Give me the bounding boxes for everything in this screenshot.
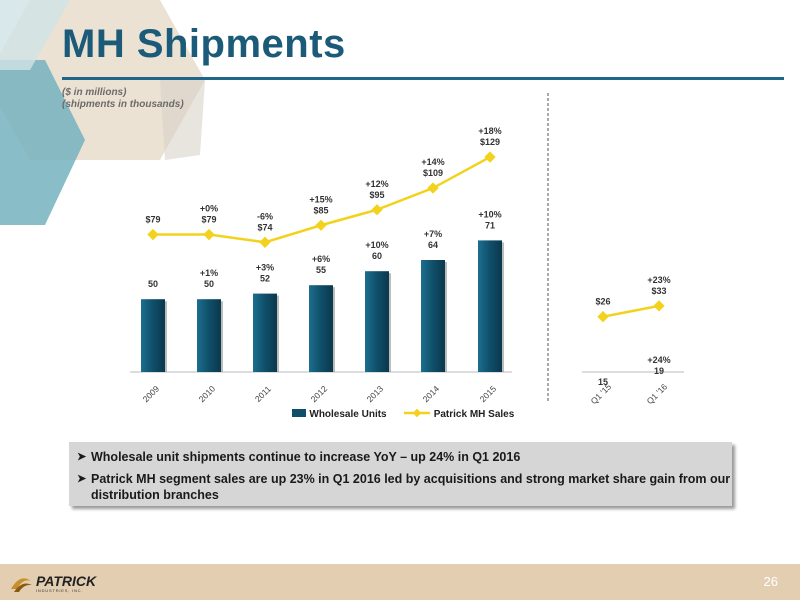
line-point-marker <box>259 236 271 248</box>
logo-wordmark: PATRICK <box>36 573 97 589</box>
line-point-marker <box>653 300 665 312</box>
x-tick-label: 2013 <box>365 383 386 404</box>
bar-value-label: 71 <box>485 220 495 230</box>
bar-growth-label: +1% <box>200 268 218 278</box>
bar-wholesale-units <box>197 299 221 372</box>
bar-wholesale-units <box>253 293 277 372</box>
line-point-marker <box>315 219 327 231</box>
title-underline <box>62 77 784 80</box>
line-value-label: $95 <box>369 190 384 200</box>
x-tick-label: Q1 '16 <box>645 381 670 406</box>
line-value-label: $129 <box>480 137 500 147</box>
bullet-text: Wholesale unit shipments continue to inc… <box>91 450 521 464</box>
bar-growth-label: +3% <box>256 263 274 273</box>
legend-label-patrick-mh-sales: Patrick MH Sales <box>434 409 515 420</box>
units-note-shipments: (shipments in thousands) <box>62 99 184 110</box>
bar-value-label: 19 <box>654 366 664 376</box>
arrow-bullet-icon: ➤ <box>77 473 87 485</box>
line-value-label: $33 <box>651 286 666 296</box>
arrow-bullet-icon: ➤ <box>77 451 87 463</box>
bar-value-label: 60 <box>372 251 382 261</box>
bar-growth-label: +6% <box>312 254 330 264</box>
bullet-text: Patrick MH segment sales are up 23% in Q… <box>91 472 731 502</box>
bar-wholesale-units <box>365 271 389 372</box>
units-note-dollars: ($ in millions) <box>62 87 127 98</box>
bar-growth-label: +10% <box>478 209 501 219</box>
key-points-box: ➤ Wholesale unit shipments continue to i… <box>69 442 732 506</box>
line-growth-label: +12% <box>365 179 388 189</box>
bar-wholesale-units <box>421 260 445 372</box>
bar-value-label: 52 <box>260 274 270 284</box>
page-number: 26 <box>763 574 778 589</box>
line-value-label: $74 <box>257 222 272 232</box>
legend-bar-swatch <box>292 409 306 417</box>
footer-bar: PATRICK INDUSTRIES, INC. 26 <box>0 564 800 600</box>
logo-subtext: INDUSTRIES, INC. <box>36 588 84 593</box>
bar-wholesale-units <box>141 299 165 372</box>
x-tick-label: 2010 <box>197 383 218 404</box>
line-growth-label: +14% <box>421 157 444 167</box>
company-logo: PATRICK INDUSTRIES, INC. <box>8 571 118 595</box>
line-growth-label: +18% <box>478 126 501 136</box>
bar-wholesale-units <box>309 285 333 372</box>
logo-mark-icon <box>11 578 32 592</box>
line-point-marker <box>203 228 215 241</box>
line-growth-label: +15% <box>309 194 332 204</box>
bar-value-label: 50 <box>204 279 214 289</box>
line-point-marker <box>427 182 439 194</box>
line-patrick-mh-sales <box>602 304 660 318</box>
line-growth-label: -6% <box>257 211 273 221</box>
deco-hexagon-teal <box>0 60 85 225</box>
bar-growth-label: +24% <box>647 355 670 365</box>
bar-value-label: 15 <box>598 377 608 387</box>
x-tick-label: 2011 <box>253 384 273 404</box>
bar-wholesale-units <box>478 240 502 372</box>
bar-value-label: 64 <box>428 240 438 250</box>
line-value-label: $85 <box>313 205 328 215</box>
line-point-marker <box>484 151 496 163</box>
line-value-label: $26 <box>595 297 610 307</box>
line-value-label: $79 <box>145 215 160 225</box>
shipments-chart: 50200950+1%201052+3%201155+6%201260+10%2… <box>130 93 684 420</box>
legend-label-wholesale-units: Wholesale Units <box>309 409 387 420</box>
deco-hexagon-lightteal <box>0 0 70 70</box>
line-point-marker <box>371 204 383 216</box>
bar-growth-label: +7% <box>424 229 442 239</box>
line-point-marker <box>147 228 159 241</box>
line-value-label: $109 <box>423 168 443 178</box>
line-growth-label: +0% <box>200 204 218 214</box>
bar-growth-label: +10% <box>365 240 388 250</box>
line-point-marker <box>597 311 609 323</box>
x-tick-label: 2009 <box>141 383 162 404</box>
line-value-label: $79 <box>201 215 216 225</box>
page-title: MH Shipments <box>62 22 346 66</box>
bar-value-label: 55 <box>316 265 326 275</box>
x-tick-label: 2015 <box>478 383 499 404</box>
bar-value-label: 50 <box>148 279 158 289</box>
legend-line-marker <box>412 408 422 418</box>
line-growth-label: +23% <box>647 275 670 285</box>
x-tick-label: 2014 <box>421 383 442 404</box>
x-tick-label: 2012 <box>309 383 330 404</box>
deco-hexagon-grey <box>160 80 205 160</box>
